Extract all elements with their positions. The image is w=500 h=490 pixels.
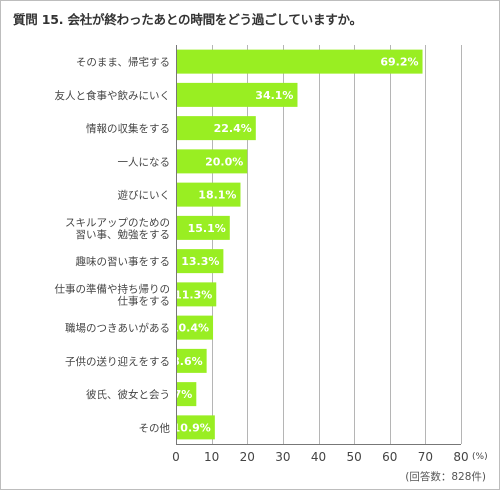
x-tick-label-10: 10 bbox=[204, 450, 219, 464]
bar-2 bbox=[176, 82, 298, 107]
bar-6 bbox=[176, 215, 230, 240]
category-label-4: 一人になる bbox=[118, 156, 171, 168]
category-label-10: 子供の送り迎えをする bbox=[65, 355, 170, 368]
x-tick-label-80: 80 bbox=[453, 450, 468, 464]
category-label-7: 趣味の習い事をする bbox=[76, 255, 171, 268]
category-label-8-line-2: 仕事をする bbox=[118, 294, 171, 307]
value-label-11: 5.7% bbox=[162, 388, 193, 401]
x-tick-label-0: 0 bbox=[172, 450, 180, 464]
bar-8 bbox=[176, 282, 217, 307]
x-tick-label-40: 40 bbox=[311, 450, 326, 464]
x-tick-label-30: 30 bbox=[275, 450, 290, 464]
bar-11 bbox=[176, 382, 197, 407]
category-label-9: 職場のつきあいがある bbox=[65, 322, 170, 335]
chart-title: 質問 15. 会社が終わったあとの時間をどう過ごしていますか。 bbox=[13, 12, 362, 27]
x-tick-label-70: 70 bbox=[418, 450, 433, 464]
category-label-8-line-1: 仕事の準備や持ち帰りの bbox=[55, 282, 171, 295]
value-label-1: 69.2% bbox=[380, 56, 418, 69]
response-count: (回答数：828件) bbox=[405, 471, 486, 483]
bar-4 bbox=[176, 149, 248, 174]
category-label-6-line-1: スキルアップのための bbox=[65, 217, 170, 229]
category-label-12: その他 bbox=[139, 421, 171, 434]
category-label-3: 情報の収集をする bbox=[86, 122, 170, 135]
bar-9 bbox=[176, 315, 214, 340]
bar-3 bbox=[176, 116, 256, 141]
bar-10 bbox=[176, 348, 207, 373]
category-label-1: そのまま、帰宅する bbox=[76, 56, 170, 69]
value-label-4: 20.0% bbox=[205, 155, 243, 168]
category-label-6-line-2: 習い事、勉強をする bbox=[76, 228, 171, 241]
value-label-12: 10.9% bbox=[173, 421, 211, 434]
bar-5 bbox=[176, 182, 241, 207]
value-label-3: 22.4% bbox=[214, 122, 252, 135]
x-axis-unit: (%) bbox=[472, 452, 488, 462]
value-label-6: 15.1% bbox=[188, 222, 226, 235]
x-tick-label-20: 20 bbox=[240, 450, 255, 464]
x-tick-label-60: 60 bbox=[382, 450, 397, 464]
value-label-10: 8.6% bbox=[172, 355, 203, 368]
value-label-9: 10.4% bbox=[171, 322, 209, 335]
value-label-8: 11.3% bbox=[174, 288, 212, 301]
x-tick-label-50: 50 bbox=[346, 450, 361, 464]
category-label-11: 彼氏、彼女と会う bbox=[86, 388, 170, 401]
bar-12 bbox=[176, 415, 215, 440]
bar-1 bbox=[176, 49, 423, 74]
bar-7 bbox=[176, 249, 224, 274]
value-label-7: 13.3% bbox=[181, 255, 219, 268]
value-label-2: 34.1% bbox=[255, 89, 293, 102]
category-label-5: 遊びにいく bbox=[118, 189, 171, 202]
value-label-5: 18.1% bbox=[198, 189, 236, 202]
category-label-2: 友人と食事や飲みにいく bbox=[55, 89, 171, 102]
